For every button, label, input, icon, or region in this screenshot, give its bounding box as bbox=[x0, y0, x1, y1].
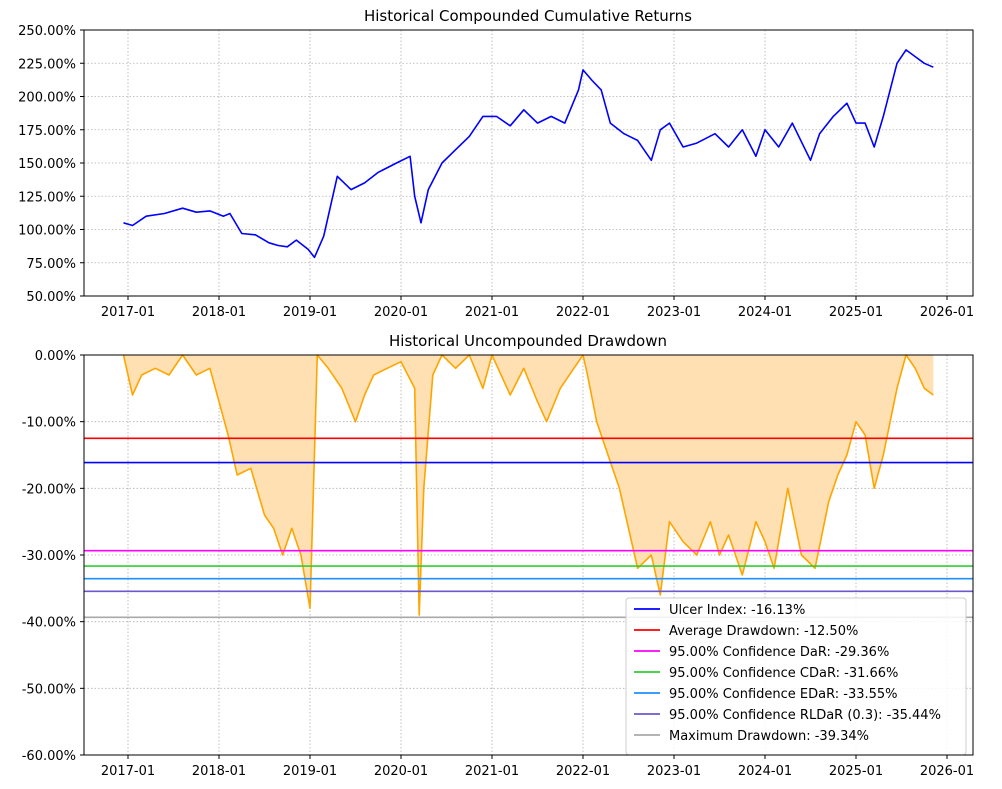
x-tick-label: 2017-01 bbox=[101, 305, 155, 320]
returns-series bbox=[123, 49, 934, 259]
x-tick-label: 2025-01 bbox=[829, 764, 883, 779]
x-tick-label: 2026-01 bbox=[920, 764, 974, 779]
returns-x-axis: 2017-01 2018-01 2019-01 2020-01 2021-01 2022-… bbox=[101, 296, 974, 320]
y-tick-label: 175.00% bbox=[18, 124, 76, 139]
x-tick-label: 2019-01 bbox=[283, 305, 337, 320]
y-tick-label: 150.00% bbox=[18, 157, 76, 172]
legend-label: Ulcer Index: -16.13% bbox=[669, 603, 805, 618]
y-tick-label: -40.00% bbox=[22, 616, 76, 631]
chart-title-drawdown: Historical Uncompounded Drawdown bbox=[389, 332, 667, 350]
x-tick-label: 2019-01 bbox=[283, 764, 337, 779]
returns-line bbox=[123, 49, 934, 259]
drawdown-chart: Historical Uncompounded Drawdown 0.00% -1… bbox=[22, 332, 974, 779]
chart-title-returns: Historical Compounded Cumulative Returns bbox=[364, 7, 692, 25]
legend-label: 95.00% Confidence EDaR: -33.55% bbox=[669, 687, 898, 702]
legend-label: Maximum Drawdown: -39.34% bbox=[669, 729, 869, 744]
returns-plot-frame bbox=[83, 29, 974, 297]
x-tick-label: 2025-01 bbox=[829, 305, 883, 320]
y-tick-label: 50.00% bbox=[26, 290, 76, 305]
drawdown-y-axis: 0.00% -10.00% -20.00% -30.00% -40.00% -50.00%… bbox=[22, 349, 84, 764]
drawdown-area bbox=[123, 355, 934, 615]
legend-label: 95.00% Confidence CDaR: -31.66% bbox=[669, 666, 898, 681]
drawdown-line bbox=[122, 354, 934, 616]
drawdown-series bbox=[122, 354, 934, 616]
y-tick-label: -10.00% bbox=[22, 416, 76, 431]
x-tick-label: 2023-01 bbox=[647, 305, 701, 320]
y-tick-label: -60.00% bbox=[22, 749, 76, 764]
y-tick-label: 0.00% bbox=[35, 349, 76, 364]
y-tick-label: 125.00% bbox=[18, 190, 76, 205]
cumulative-returns-chart: Historical Compounded Cumulative Returns… bbox=[18, 7, 974, 320]
x-tick-label: 2023-01 bbox=[647, 764, 701, 779]
x-tick-label: 2020-01 bbox=[374, 764, 428, 779]
legend-label: 95.00% Confidence RLDaR (0.3): -35.44% bbox=[669, 708, 941, 723]
returns-y-axis: 50.00% 75.00% 100.00% 125.00% 150.00% 175.00%… bbox=[18, 24, 84, 305]
y-tick-label: -30.00% bbox=[22, 549, 76, 564]
legend-label: 95.00% Confidence DaR: -29.36% bbox=[669, 645, 889, 660]
y-tick-label: -50.00% bbox=[22, 682, 76, 697]
x-tick-label: 2024-01 bbox=[738, 305, 792, 320]
x-tick-label: 2017-01 bbox=[101, 764, 155, 779]
legend-label: Average Drawdown: -12.50% bbox=[669, 624, 858, 639]
x-tick-label: 2020-01 bbox=[374, 305, 428, 320]
y-tick-label: 200.00% bbox=[18, 91, 76, 106]
x-tick-label: 2026-01 bbox=[920, 305, 974, 320]
x-tick-label: 2018-01 bbox=[192, 305, 246, 320]
x-tick-label: 2022-01 bbox=[556, 305, 610, 320]
x-tick-label: 2021-01 bbox=[465, 305, 519, 320]
y-tick-label: 75.00% bbox=[26, 257, 76, 272]
y-tick-label: 225.00% bbox=[18, 57, 76, 72]
y-tick-label: 250.00% bbox=[18, 24, 76, 39]
drawdown-x-axis: 2017-01 2018-01 2019-01 2020-01 2021-01 2022-… bbox=[101, 755, 974, 779]
x-tick-label: 2024-01 bbox=[738, 764, 792, 779]
x-tick-label: 2021-01 bbox=[465, 764, 519, 779]
legend: Ulcer Index: -16.13% Average Drawdown: -1… bbox=[625, 597, 967, 756]
x-tick-label: 2018-01 bbox=[192, 764, 246, 779]
y-tick-label: -20.00% bbox=[22, 482, 76, 497]
y-tick-label: 100.00% bbox=[18, 224, 76, 239]
drawdown-plot-frame bbox=[83, 354, 974, 756]
x-tick-label: 2022-01 bbox=[556, 764, 610, 779]
